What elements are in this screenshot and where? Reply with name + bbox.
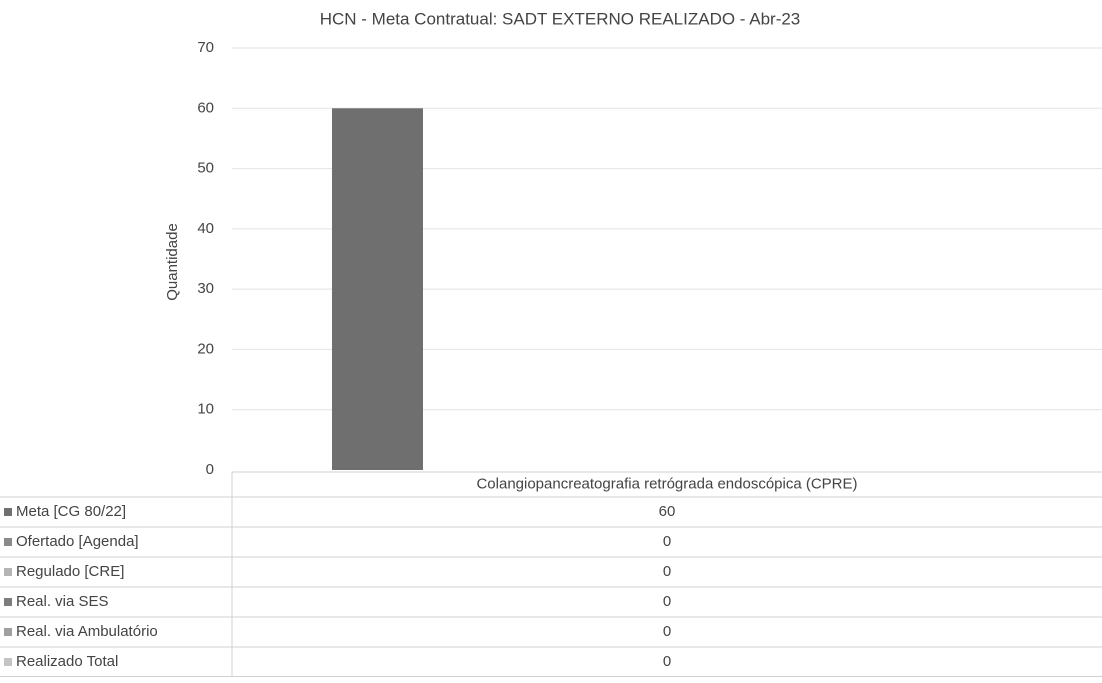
y-tick-label: 0	[206, 461, 214, 478]
legend-swatch	[4, 628, 12, 636]
table-value: 60	[659, 503, 676, 520]
table-value: 0	[663, 623, 671, 640]
table-value: 0	[663, 653, 671, 670]
legend-label: Real. via Ambulatório	[16, 623, 158, 640]
legend-swatch	[4, 538, 12, 546]
y-tick-label: 60	[197, 99, 214, 116]
legend-swatch	[4, 508, 12, 516]
y-axis-label: Quantidade	[164, 223, 181, 301]
legend-label: Real. via SES	[16, 593, 109, 610]
legend-label: Meta [CG 80/22]	[16, 503, 126, 520]
chart-title: HCN - Meta Contratual: SADT EXTERNO REAL…	[320, 9, 801, 28]
y-tick-label: 40	[197, 220, 214, 237]
legend-label: Ofertado [Agenda]	[16, 533, 139, 550]
legend-swatch	[4, 658, 12, 666]
table-value: 0	[663, 533, 671, 550]
y-tick-label: 10	[197, 401, 214, 418]
y-tick-label: 50	[197, 160, 214, 177]
bar	[332, 108, 423, 471]
y-tick-label: 70	[197, 39, 214, 56]
x-tick-label: Colangiopancreatografia retrógrada endos…	[476, 475, 857, 492]
y-tick-label: 20	[197, 340, 214, 357]
legend-swatch	[4, 598, 12, 606]
table-value: 0	[663, 563, 671, 580]
y-tick-label: 30	[197, 280, 214, 297]
legend-swatch	[4, 568, 12, 576]
table-value: 0	[663, 593, 671, 610]
legend-label: Regulado [CRE]	[16, 563, 124, 580]
legend-label: Realizado Total	[16, 653, 118, 670]
